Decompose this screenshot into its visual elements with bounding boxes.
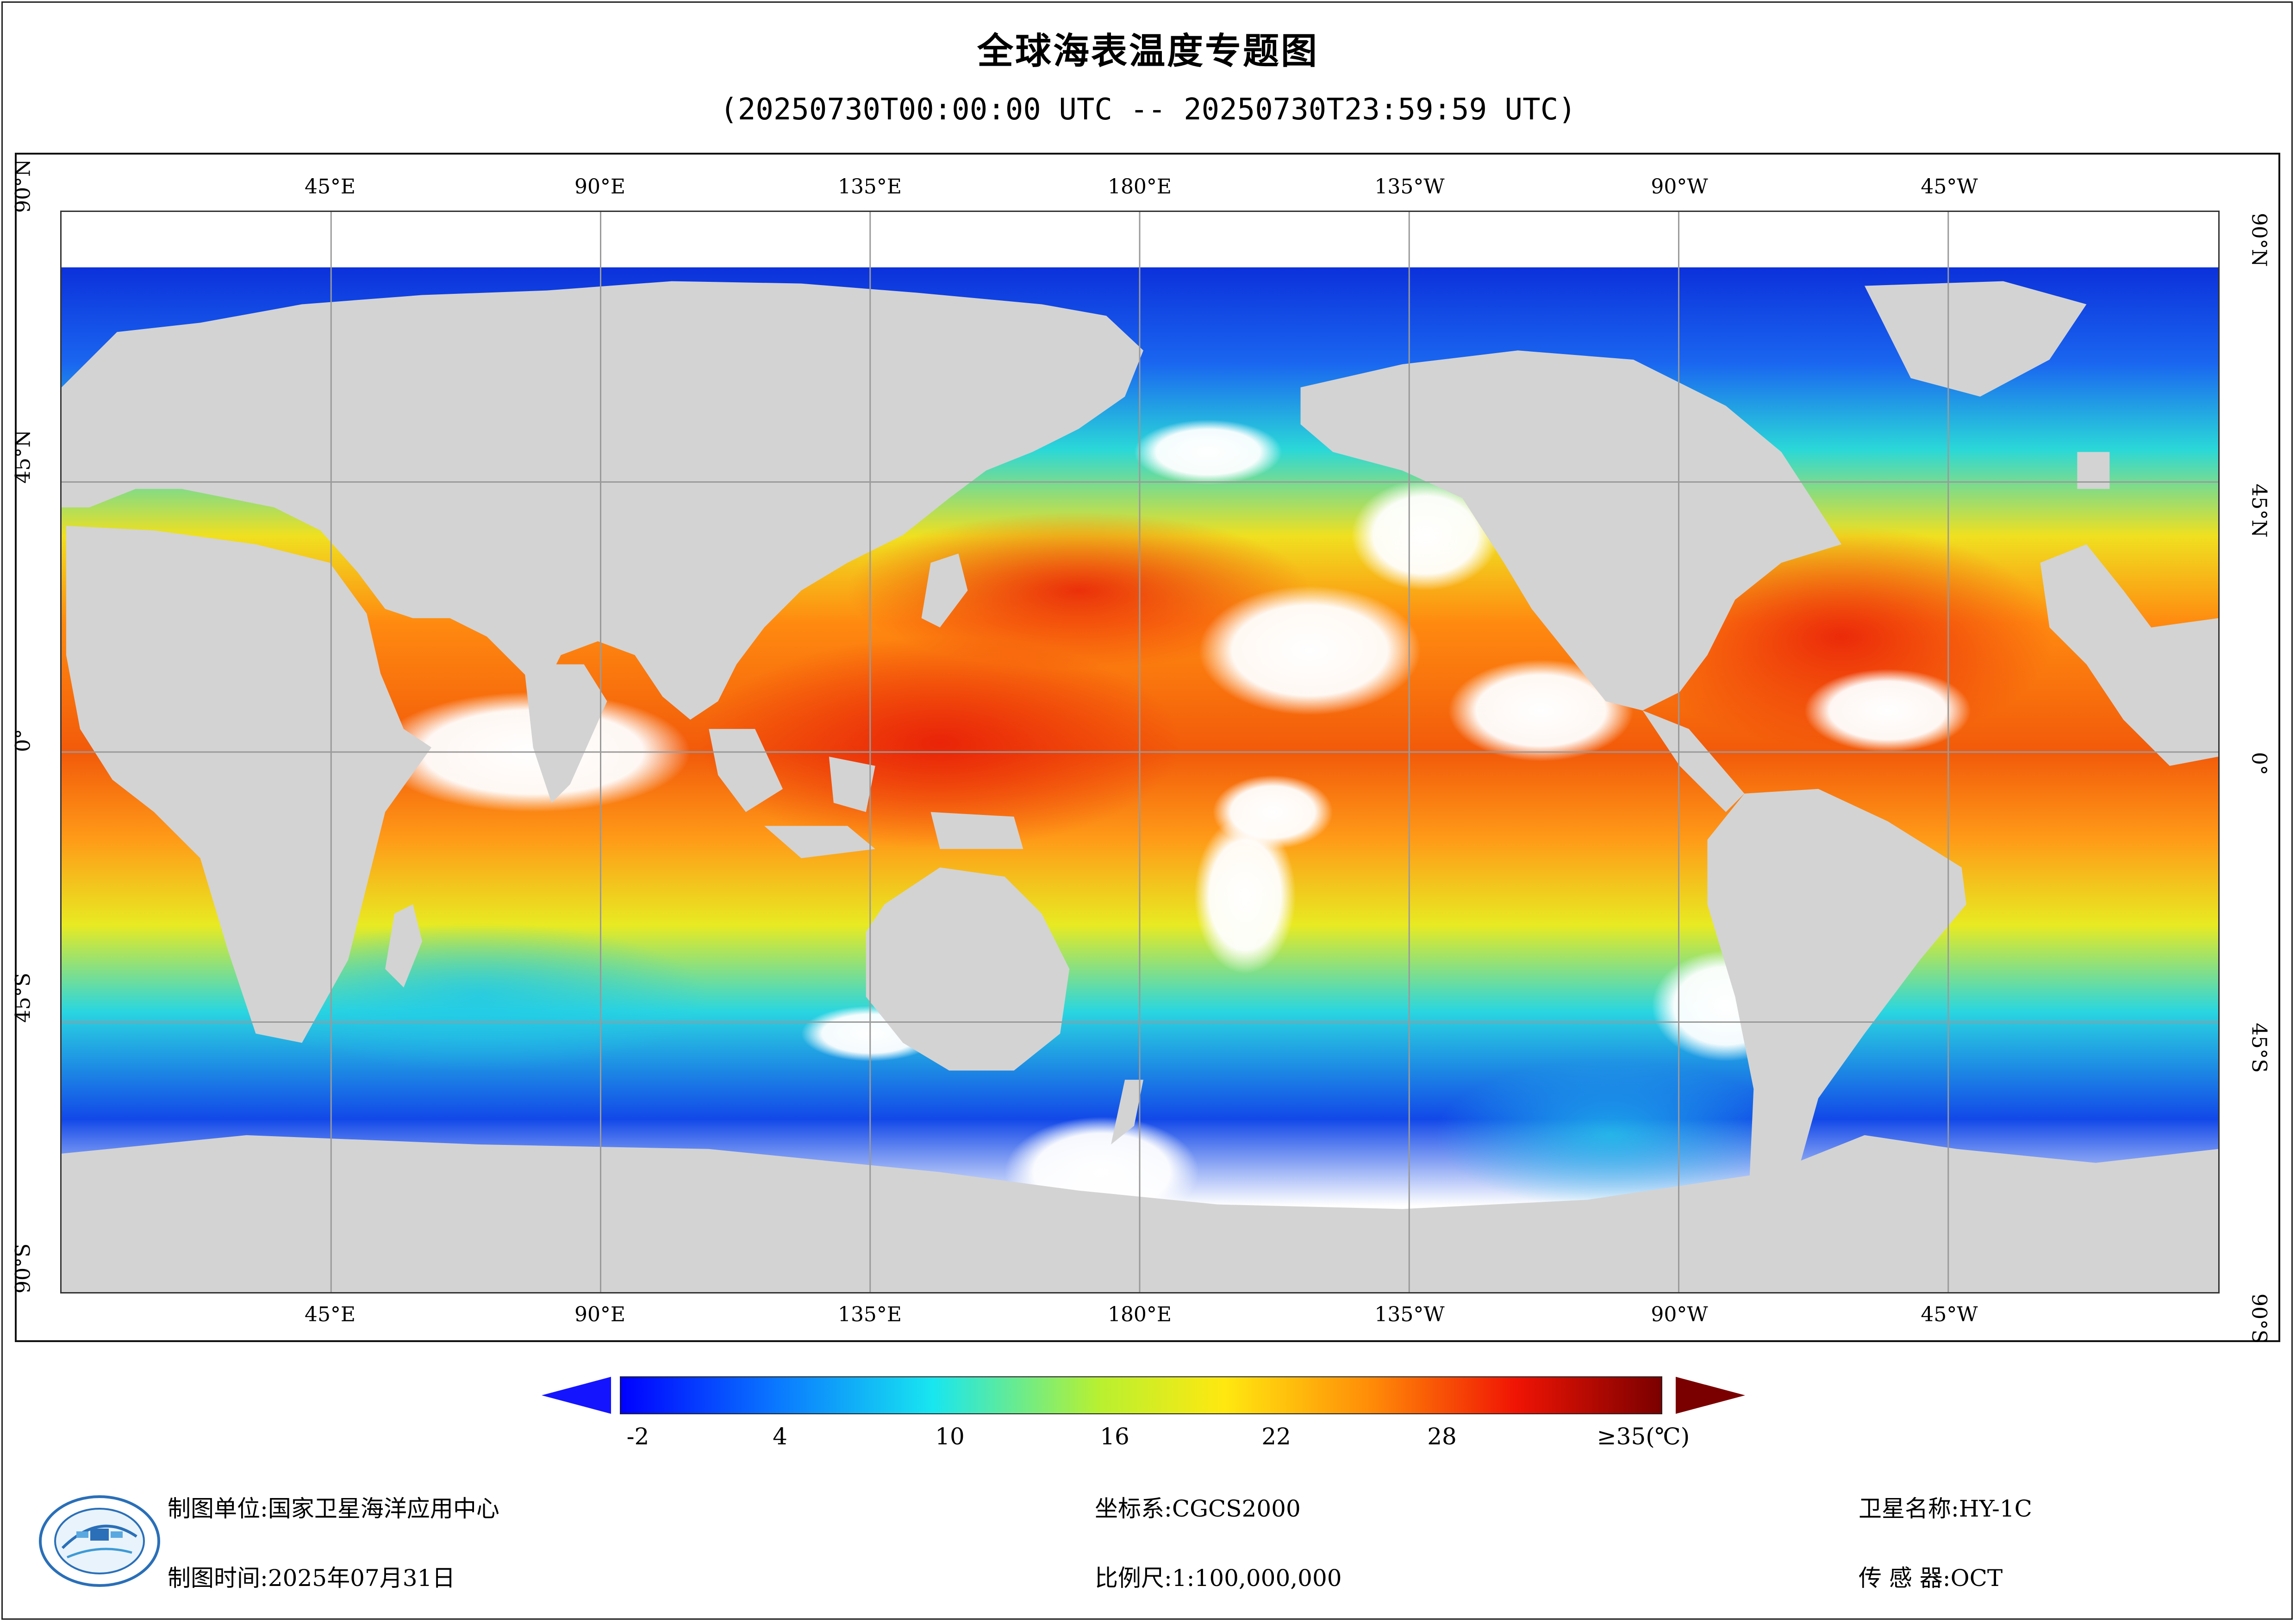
satellite-name: 卫星名称:HY-1C [1859, 1495, 2032, 1522]
coordinate-system: 坐标系:CGCS2000 [1095, 1495, 1301, 1522]
colorbar-svg [542, 1376, 1745, 1414]
cloud-patch [1804, 669, 1971, 752]
lon-tick-bottom-135e: 135°E [837, 1303, 902, 1326]
sst-map[interactable] [60, 211, 2220, 1293]
lat-tick-left-90n: 90°N [11, 159, 35, 213]
lon-tick-top-135e: 135°E [837, 175, 902, 199]
colorbar-label-28: 28 [1427, 1423, 1457, 1450]
south-pacific-cool [1435, 1061, 1786, 1209]
lon-tick-bottom-180e: 180°E [1107, 1303, 1172, 1326]
colorbar [542, 1372, 1745, 1418]
mapping-time: 制图时间:2025年07月31日 [168, 1565, 455, 1592]
cloud-patch [1194, 816, 1296, 974]
lat-tick-right-45n: 45°N [2247, 484, 2271, 538]
colorbar-over-arrow [1676, 1377, 1745, 1414]
lon-tick-bottom-90e: 90°E [574, 1303, 626, 1326]
map-scale: 比例尺:1:100,000,000 [1095, 1565, 1342, 1592]
sensor-name: 传 感 器:OCT [1859, 1565, 2003, 1592]
lon-tick-bottom-135w: 135°W [1374, 1303, 1445, 1326]
lon-tick-top-90e: 90°E [574, 175, 626, 199]
colorbar-label-minus2: -2 [626, 1423, 649, 1450]
map-frame [15, 153, 2280, 1342]
lat-tick-right-0: 0° [2247, 752, 2271, 775]
south-indian-cool [246, 923, 709, 1071]
lon-tick-bottom-45w: 45°W [1921, 1303, 1978, 1326]
lat-tick-right-45s: 45°S [2247, 1023, 2271, 1073]
north-pacific-warm [847, 512, 1310, 669]
colorbar-label-22: 22 [1261, 1423, 1291, 1450]
cloud-patch [1448, 659, 1634, 761]
colorbar-label-16: 16 [1100, 1423, 1129, 1450]
time-range-subtitle: (20250730T00:00:00 UTC -- 20250730T23:59… [720, 93, 1576, 127]
lon-tick-top-45w: 45°W [1921, 175, 1978, 199]
warm-pool [699, 636, 1180, 849]
colorbar-ramp [620, 1376, 1662, 1414]
cloud-patch [1198, 585, 1421, 715]
lon-tick-bottom-45e: 45°E [304, 1303, 356, 1326]
lon-tick-top-135w: 135°W [1374, 175, 1445, 199]
graticule [62, 212, 2218, 1292]
lat-tick-right-90n: 90°N [2247, 213, 2271, 267]
lon-tick-top-90w: 90°W [1651, 175, 1708, 199]
lon-tick-top-45e: 45°E [304, 175, 356, 199]
nsoas-logo-svg [39, 1495, 160, 1587]
cloud-patch [1212, 775, 1333, 849]
nsoas-logo [35, 1492, 164, 1590]
lon-tick-top-180e: 180°E [1107, 175, 1172, 199]
map-title: 全球海表温度专题图 [977, 31, 1319, 72]
lon-tick-bottom-90w: 90°W [1651, 1303, 1708, 1326]
lat-tick-left-0: 0° [11, 729, 35, 752]
sst-map-svg [62, 212, 2218, 1292]
lat-tick-right-90s: 90°S [2247, 1293, 2271, 1344]
cloud-patch [1351, 479, 1499, 591]
lat-tick-left-45s: 45°S [11, 972, 35, 1023]
colorbar-under-arrow [542, 1377, 611, 1414]
lat-tick-left-90s: 90°S [11, 1243, 35, 1293]
mapping-unit: 制图单位:国家卫星海洋应用中心 [168, 1495, 499, 1522]
colorbar-label-4: 4 [773, 1423, 787, 1450]
lat-tick-left-45n: 45°N [11, 429, 35, 484]
colorbar-label-35: ≥35(℃) [1597, 1423, 1690, 1450]
colorbar-label-10: 10 [935, 1423, 965, 1450]
cloud-patch [1134, 419, 1282, 485]
